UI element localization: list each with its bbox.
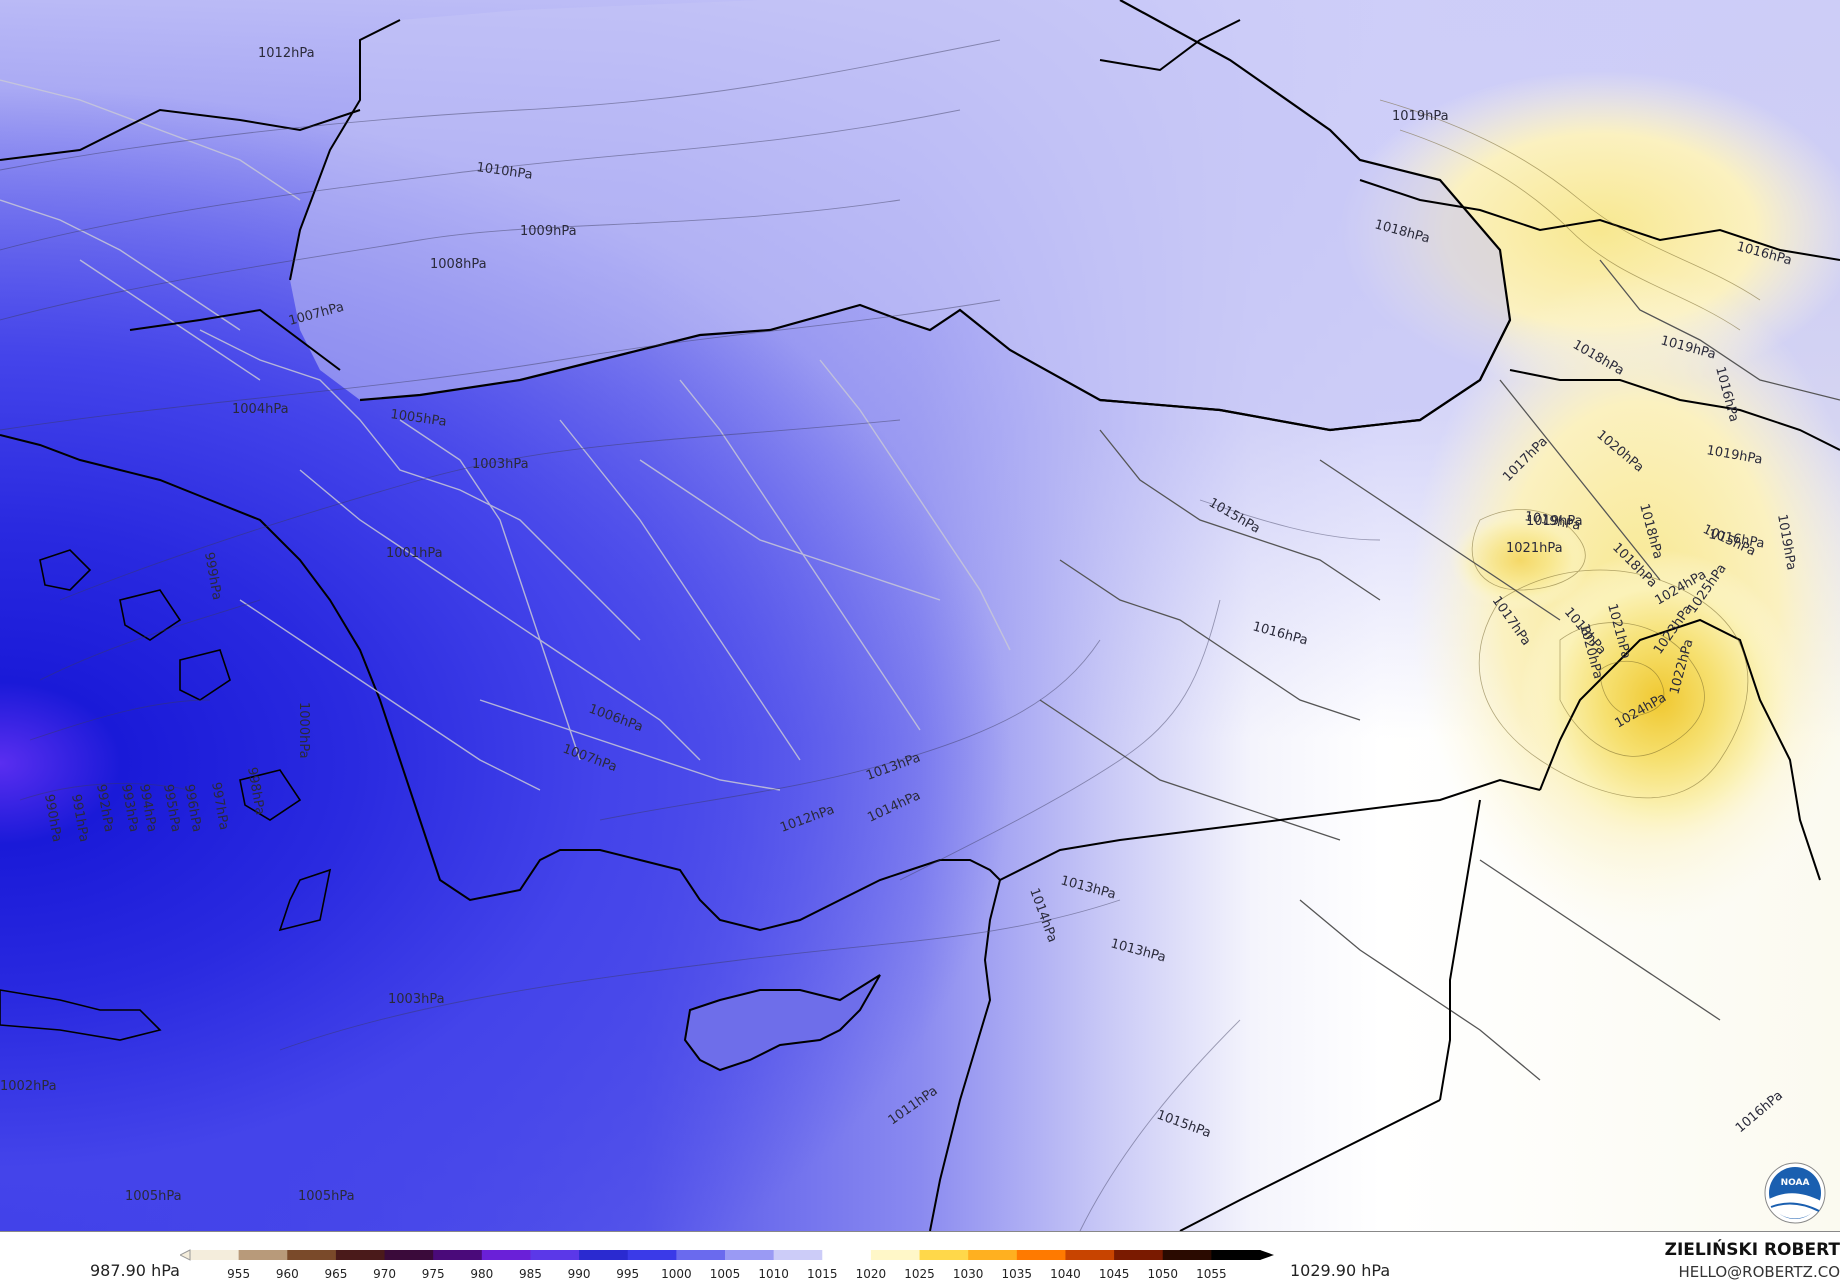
black-sea	[290, 0, 1510, 430]
colorbar-swatch	[1114, 1250, 1164, 1260]
pressure-colorbar: 955 960 965 970 975 980 985 990 995 1000 1005 1010 1…	[180, 1249, 1274, 1281]
svg-text:NOAA: NOAA	[1781, 1178, 1810, 1188]
contour-label: 1001hPa	[386, 546, 443, 561]
colorbar-swatch	[238, 1250, 288, 1260]
contour-label: 1021hPa	[1506, 541, 1563, 556]
colorbar-swatch	[822, 1250, 872, 1260]
colorbar-tick-label: 1000	[661, 1267, 692, 1281]
colorbar-swatch	[579, 1250, 629, 1260]
pressure-map: NOAA 1012hPa 1010hPa 1009hPa 1008hPa 1007hPa…	[0, 0, 1840, 1231]
colorbar-ticks: 955 960 965 970 975 980 985 990 995 1000 1005 1010 1…	[227, 1267, 1226, 1281]
colorbar-tick-label: 1020	[856, 1267, 887, 1281]
pressure-map-canvas: NOAA 1012hPa1010hPa1009hPa1008hPa1007hPa…	[0, 0, 1840, 1231]
colorbar-swatch	[530, 1250, 580, 1260]
colorbar-swatch	[190, 1250, 240, 1260]
colorbar-swatches	[180, 1249, 1274, 1261]
colorbar-swatch	[335, 1250, 386, 1260]
colorbar-swatch	[481, 1250, 531, 1260]
author-name: ZIELIŃSKI ROBERT	[1664, 1240, 1840, 1260]
colorbar-swatch	[773, 1250, 823, 1260]
aegean-island	[239, 769, 302, 821]
contour-label: 1000hPa	[296, 702, 311, 759]
contour-label: 1005hPa	[125, 1189, 182, 1204]
colorbar-swatch	[1162, 1250, 1212, 1260]
isobar-lines-high	[1379, 99, 1761, 799]
colorbar-max-arrow	[1260, 1250, 1274, 1260]
colorbar-tick-label: 1025	[904, 1267, 935, 1281]
anatolia-west-south-coast	[0, 434, 1001, 932]
contour-label: 1019hPa	[1526, 514, 1583, 529]
cyprus-island	[683, 974, 881, 1072]
contour-label: 1019hPa	[1392, 109, 1449, 124]
colorbar-tick-label: 995	[616, 1267, 639, 1281]
aegean-island	[278, 868, 332, 932]
colorbar-swatch	[919, 1250, 969, 1260]
colorbar-swatch	[384, 1250, 434, 1260]
colorbar-tick-label: 975	[422, 1267, 445, 1281]
colorbar-tick-label: 955	[227, 1267, 250, 1281]
colorbar-swatch	[676, 1250, 726, 1260]
contour-label: 1004hPa	[232, 402, 289, 417]
contour-label: 1003hPa	[472, 457, 529, 472]
colorbar-swatch	[968, 1250, 1018, 1260]
colorbar-swatch	[627, 1250, 677, 1260]
aegean-island	[179, 649, 231, 701]
levant-coast	[929, 879, 1001, 1231]
colorbar-swatch	[1016, 1250, 1066, 1260]
colorbar-min-arrow	[180, 1249, 191, 1261]
colorbar-tick-label: 965	[324, 1267, 347, 1281]
colorbar-swatch	[1211, 1250, 1261, 1260]
legend-max-label: 1029.90 hPa	[1290, 1261, 1391, 1280]
high-pressure-iran-core	[1520, 550, 1800, 850]
legend-min-label: 987.90 hPa	[90, 1261, 180, 1280]
colorbar-swatch	[433, 1250, 483, 1260]
noaa-logo: NOAA	[1764, 1162, 1826, 1224]
colorbar-tick-label: 1045	[1099, 1267, 1130, 1281]
aegean-island	[119, 589, 182, 641]
author-email[interactable]: HELLO@ROBERTZ.CO	[1678, 1263, 1840, 1281]
aegean-island	[39, 549, 92, 591]
colorbar-tick-label: 1015	[807, 1267, 838, 1281]
colorbar-tick-label: 1010	[758, 1267, 789, 1281]
contour-label: 1012hPa	[258, 46, 315, 61]
admin-borders-west	[0, 79, 1011, 791]
colorbar-tick-label: 980	[470, 1267, 493, 1281]
colorbar-tick-label: 1055	[1196, 1267, 1227, 1281]
admin-borders-east	[1039, 259, 1840, 1081]
colorbar-swatch	[870, 1250, 921, 1260]
colorbar-tick-label: 1030	[953, 1267, 984, 1281]
anatolia-north-coast	[359, 303, 1511, 432]
colorbar-tick-label: 960	[276, 1267, 299, 1281]
isobar-lines	[0, 39, 1381, 1231]
colorbar-tick-label: 1035	[1002, 1267, 1033, 1281]
contour-label: 1008hPa	[430, 257, 487, 272]
colorbar-tick-label: 970	[373, 1267, 396, 1281]
colorbar-swatch	[1065, 1250, 1115, 1260]
colorbar-tick-label: 990	[568, 1267, 591, 1281]
author-credit: ZIELIŃSKI ROBERT HELLO@ROBERTZ.CO	[1665, 1240, 1840, 1281]
colorbar-tick-label: 985	[519, 1267, 542, 1281]
colorbar-tick-label: 1005	[710, 1267, 741, 1281]
crete-island	[0, 989, 162, 1041]
contour-label: 1003hPa	[388, 992, 445, 1007]
colorbar-tick-label: 1050	[1147, 1267, 1178, 1281]
contour-label: 1005hPa	[298, 1189, 355, 1204]
contour-label: 1002hPa	[0, 1079, 57, 1094]
contour-label: 1009hPa	[520, 224, 577, 239]
colorbar-swatch	[287, 1250, 337, 1260]
colorbar-tick-label: 1040	[1050, 1267, 1081, 1281]
black-sea-west-coast	[289, 19, 401, 281]
country-borders	[0, 19, 1840, 1231]
colorbar-swatch	[725, 1250, 775, 1260]
